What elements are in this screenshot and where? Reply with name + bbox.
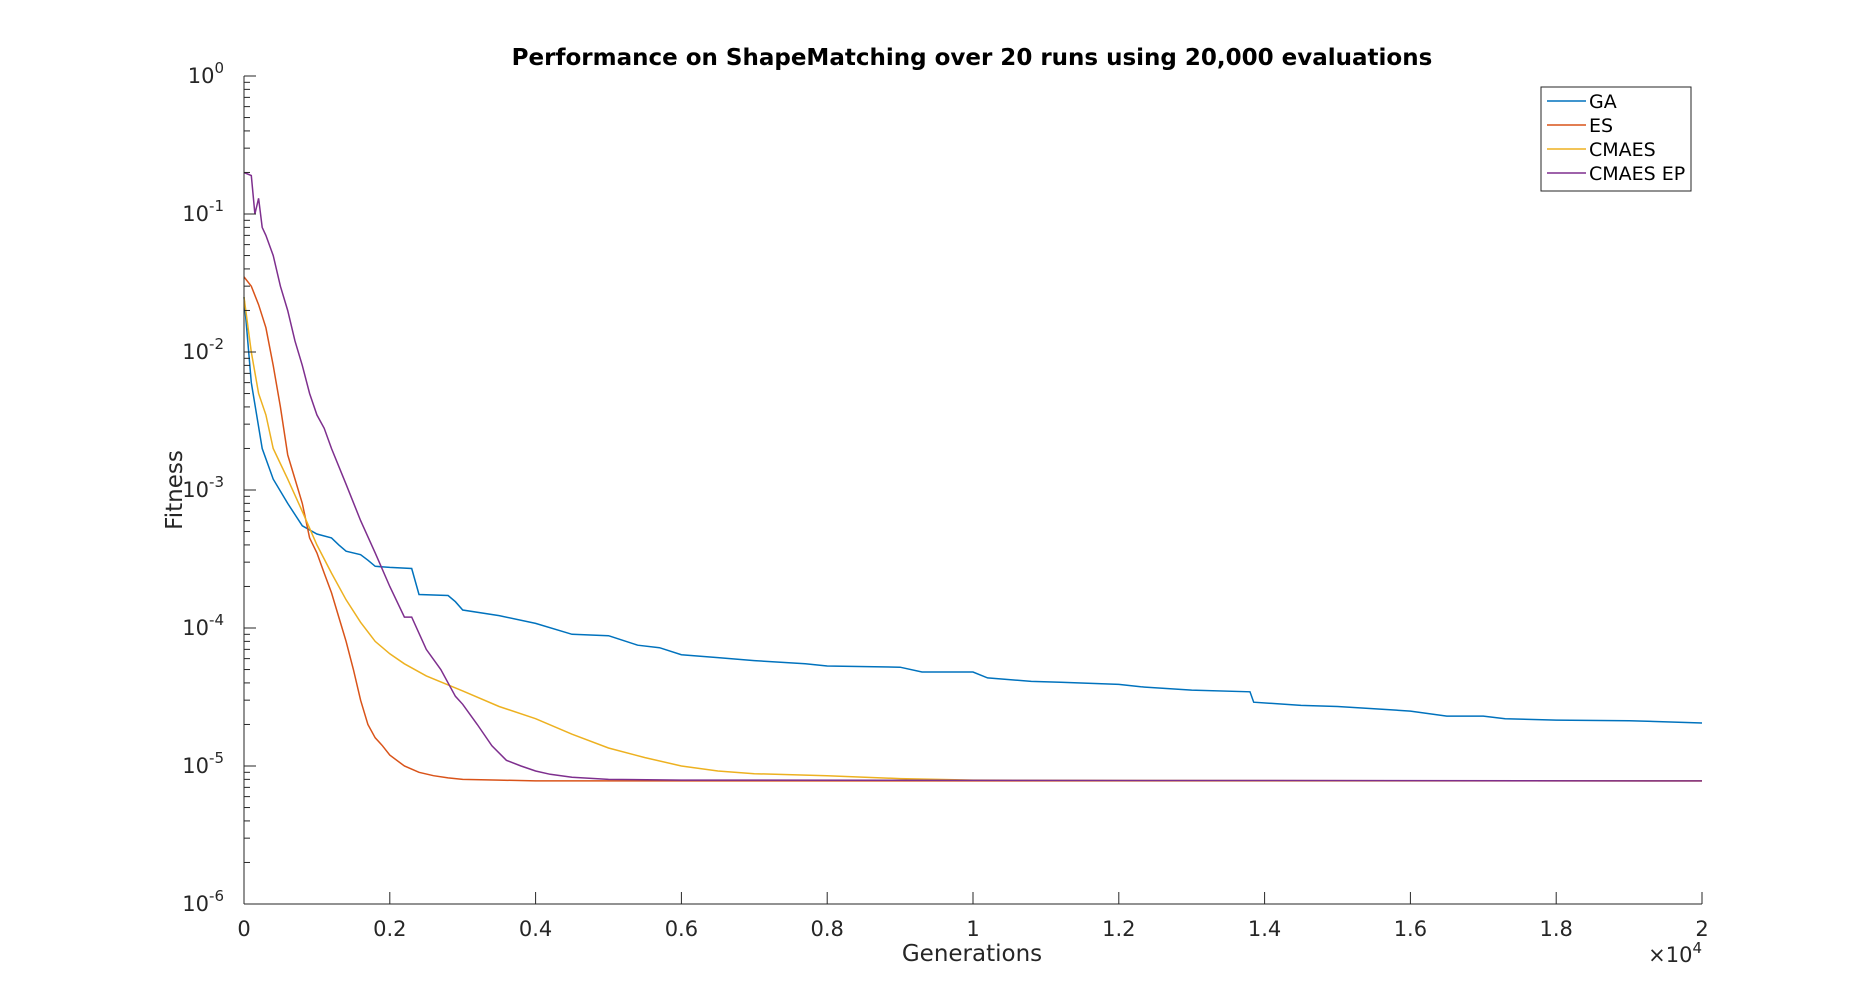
x-tick-label: 1 — [966, 917, 979, 941]
x-tick-label: 1.4 — [1248, 917, 1281, 941]
x-tick-label: 2 — [1695, 917, 1708, 941]
x-axis-exponent-label: ×104 — [1648, 939, 1702, 967]
legend-label: CMAES EP — [1589, 163, 1685, 185]
y-tick-label: 10-5 — [182, 749, 224, 778]
legend-label: GA — [1589, 91, 1617, 113]
series-line-ga — [243, 297, 1703, 724]
x-tick-label: 1.6 — [1394, 917, 1427, 941]
plot-area: 0 0.2 0.4 0.6 0.8 1 1.2 1.4 1.6 1.8 2 10-6 10-5 10-4… — [182, 59, 1708, 941]
y-tick-label: 10-1 — [182, 197, 224, 226]
x-tick-label: 1.8 — [1539, 917, 1572, 941]
y-tick-label: 10-6 — [182, 887, 224, 916]
y-axis-label: Fitness — [162, 450, 188, 530]
x-tick-label: 0.2 — [373, 917, 406, 941]
x-axis-ticks: 0 0.2 0.4 0.6 0.8 1 1.2 1.4 1.6 1.8 2 — [237, 892, 1709, 941]
x-tick-label: 0.8 — [810, 917, 843, 941]
series-lines — [243, 171, 1703, 782]
x-tick-label: 0.6 — [665, 917, 698, 941]
y-tick-label: 10-4 — [182, 611, 224, 640]
legend-label: CMAES — [1589, 139, 1656, 161]
y-tick-label: 100 — [188, 59, 224, 88]
chart-title: Performance on ShapeMatching over 20 run… — [512, 45, 1433, 71]
y-tick-label: 10-2 — [182, 335, 224, 364]
y-tick-label: 10-3 — [182, 473, 224, 502]
x-tick-label: 0.4 — [519, 917, 552, 941]
y-axis-ticks: 10-6 10-5 10-4 10-3 10-2 10-1 100 — [182, 59, 256, 916]
x-tick-label: 1.2 — [1102, 917, 1135, 941]
x-axis-label: Generations — [902, 941, 1042, 967]
series-line-cmaes-ep — [243, 171, 1703, 782]
x-tick-label: 0 — [237, 917, 250, 941]
series-line-es — [243, 276, 1702, 782]
legend-label: ES — [1589, 115, 1613, 137]
series-line-cmaes — [243, 297, 1703, 782]
